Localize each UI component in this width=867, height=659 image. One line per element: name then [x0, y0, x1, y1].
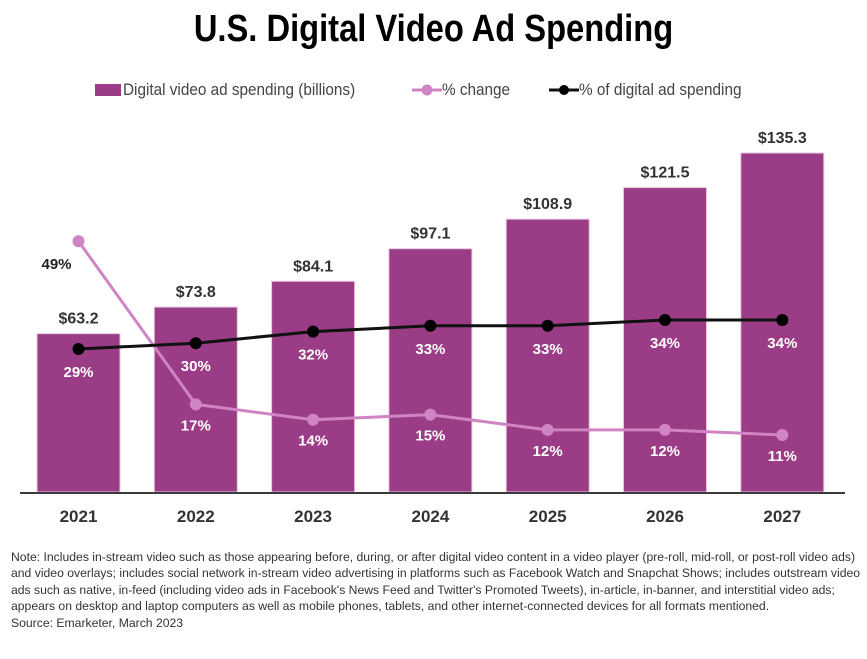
- legend-item-spending: Digital video ad spending (billions): [95, 78, 381, 102]
- bar-label-2022: $73.8: [176, 284, 216, 301]
- pct-share-label-2025: 33%: [533, 341, 563, 358]
- pct-change-point-2022: [189, 398, 202, 411]
- pct-share-label-2022: 30%: [181, 358, 211, 375]
- pct-change-label-2027: 11%: [768, 448, 797, 465]
- bar-label-2027: $135.3: [758, 130, 807, 147]
- x-tick-2024: 2024: [411, 507, 449, 526]
- bar-2023: [271, 280, 356, 493]
- bar-label-2023: $84.1: [293, 258, 333, 275]
- bar-data-labels: $63.2 $73.8 $84.1 $97.1 $108.9 $121.5 $135.3: [58, 130, 806, 328]
- pct-change-label-2024: 15%: [415, 428, 445, 445]
- note-text: Note: Includes in-stream video such as t…: [11, 550, 861, 614]
- pct-share-point-2021: [72, 343, 85, 355]
- bar-label-2025: $108.9: [523, 196, 572, 213]
- pct-change-series: 49% 17% 14% 15% 12% 12% 11%: [41, 235, 797, 465]
- pct-share-label-2027: 34%: [767, 335, 797, 352]
- pct-share-label-2024: 33%: [415, 341, 445, 358]
- bar-label-2026: $121.5: [641, 165, 690, 182]
- x-tick-labels: 2021 2022 2023 2024 2025 2026 2027: [60, 507, 802, 526]
- bar-label-2021: $63.2: [58, 311, 98, 328]
- bar-2025: [505, 218, 590, 493]
- bar-2024: [388, 248, 473, 493]
- source-text: Source: Emarketer, March 2023: [11, 615, 184, 630]
- pct-share-point-2027: [776, 314, 789, 326]
- pct-share-point-2025: [541, 319, 554, 332]
- pct-share-point-2024: [424, 319, 437, 332]
- bar-label-2024: $97.1: [410, 226, 450, 243]
- footnote: Note: Includes in-stream video such as t…: [11, 549, 861, 631]
- x-tick-2023: 2023: [294, 507, 332, 526]
- pct-share-label-2023: 32%: [298, 347, 328, 364]
- legend-label-change: % change: [442, 80, 511, 99]
- pct-share-point-2026: [659, 314, 671, 326]
- pct-share-label-2026: 34%: [650, 335, 680, 352]
- legend-swatch-bar: [95, 84, 121, 96]
- pct-share-point-2022: [189, 337, 202, 350]
- pct-change-point-2027: [776, 429, 789, 441]
- x-tick-2021: 2021: [60, 507, 98, 526]
- pct-share-label-2021: 29%: [63, 364, 93, 381]
- legend-item-share: % of digital ad spending: [549, 78, 760, 102]
- pct-change-point-2023: [307, 413, 320, 426]
- legend-swatch-pink-line: [412, 84, 442, 96]
- pct-change-point-2024: [424, 408, 437, 421]
- chart-plot: 2021 2022 2023 2024 2025 2026 2027 $63.2$73.8$…: [20, 130, 845, 526]
- pct-share-point-2023: [307, 325, 320, 338]
- pct-change-point-2025: [541, 423, 554, 436]
- x-tick-2026: 2026: [646, 507, 684, 526]
- legend-label-share: % of digital ad spending: [579, 80, 742, 99]
- chart-title: U.S. Digital Video Ad Spending: [193, 8, 674, 50]
- legend-swatch-black-line: [549, 85, 579, 95]
- pct-change-label-2026: 12%: [650, 443, 680, 460]
- bar-2021: [36, 333, 121, 493]
- bar-series: [36, 152, 825, 493]
- x-tick-2027: 2027: [763, 507, 801, 526]
- pct-change-label-2023: 14%: [298, 433, 328, 450]
- pct-share-series: 29% 30% 32% 33% 33% 34% 34%: [63, 314, 797, 381]
- legend: Digital video ad spending (billions) % c…: [0, 78, 867, 102]
- x-tick-2022: 2022: [177, 507, 215, 526]
- pct-change-point-2026: [659, 423, 671, 436]
- legend-item-change: % change: [412, 78, 518, 102]
- pct-change-label-2021: 49%: [41, 256, 71, 273]
- bar-2026: [623, 187, 707, 493]
- pct-change-point-2021: [72, 235, 85, 248]
- pct-change-label-2025: 12%: [533, 443, 563, 460]
- x-tick-2025: 2025: [529, 507, 567, 526]
- pct-change-label-2022: 17%: [181, 417, 211, 434]
- legend-label-spending: Digital video ad spending (billions): [123, 80, 356, 99]
